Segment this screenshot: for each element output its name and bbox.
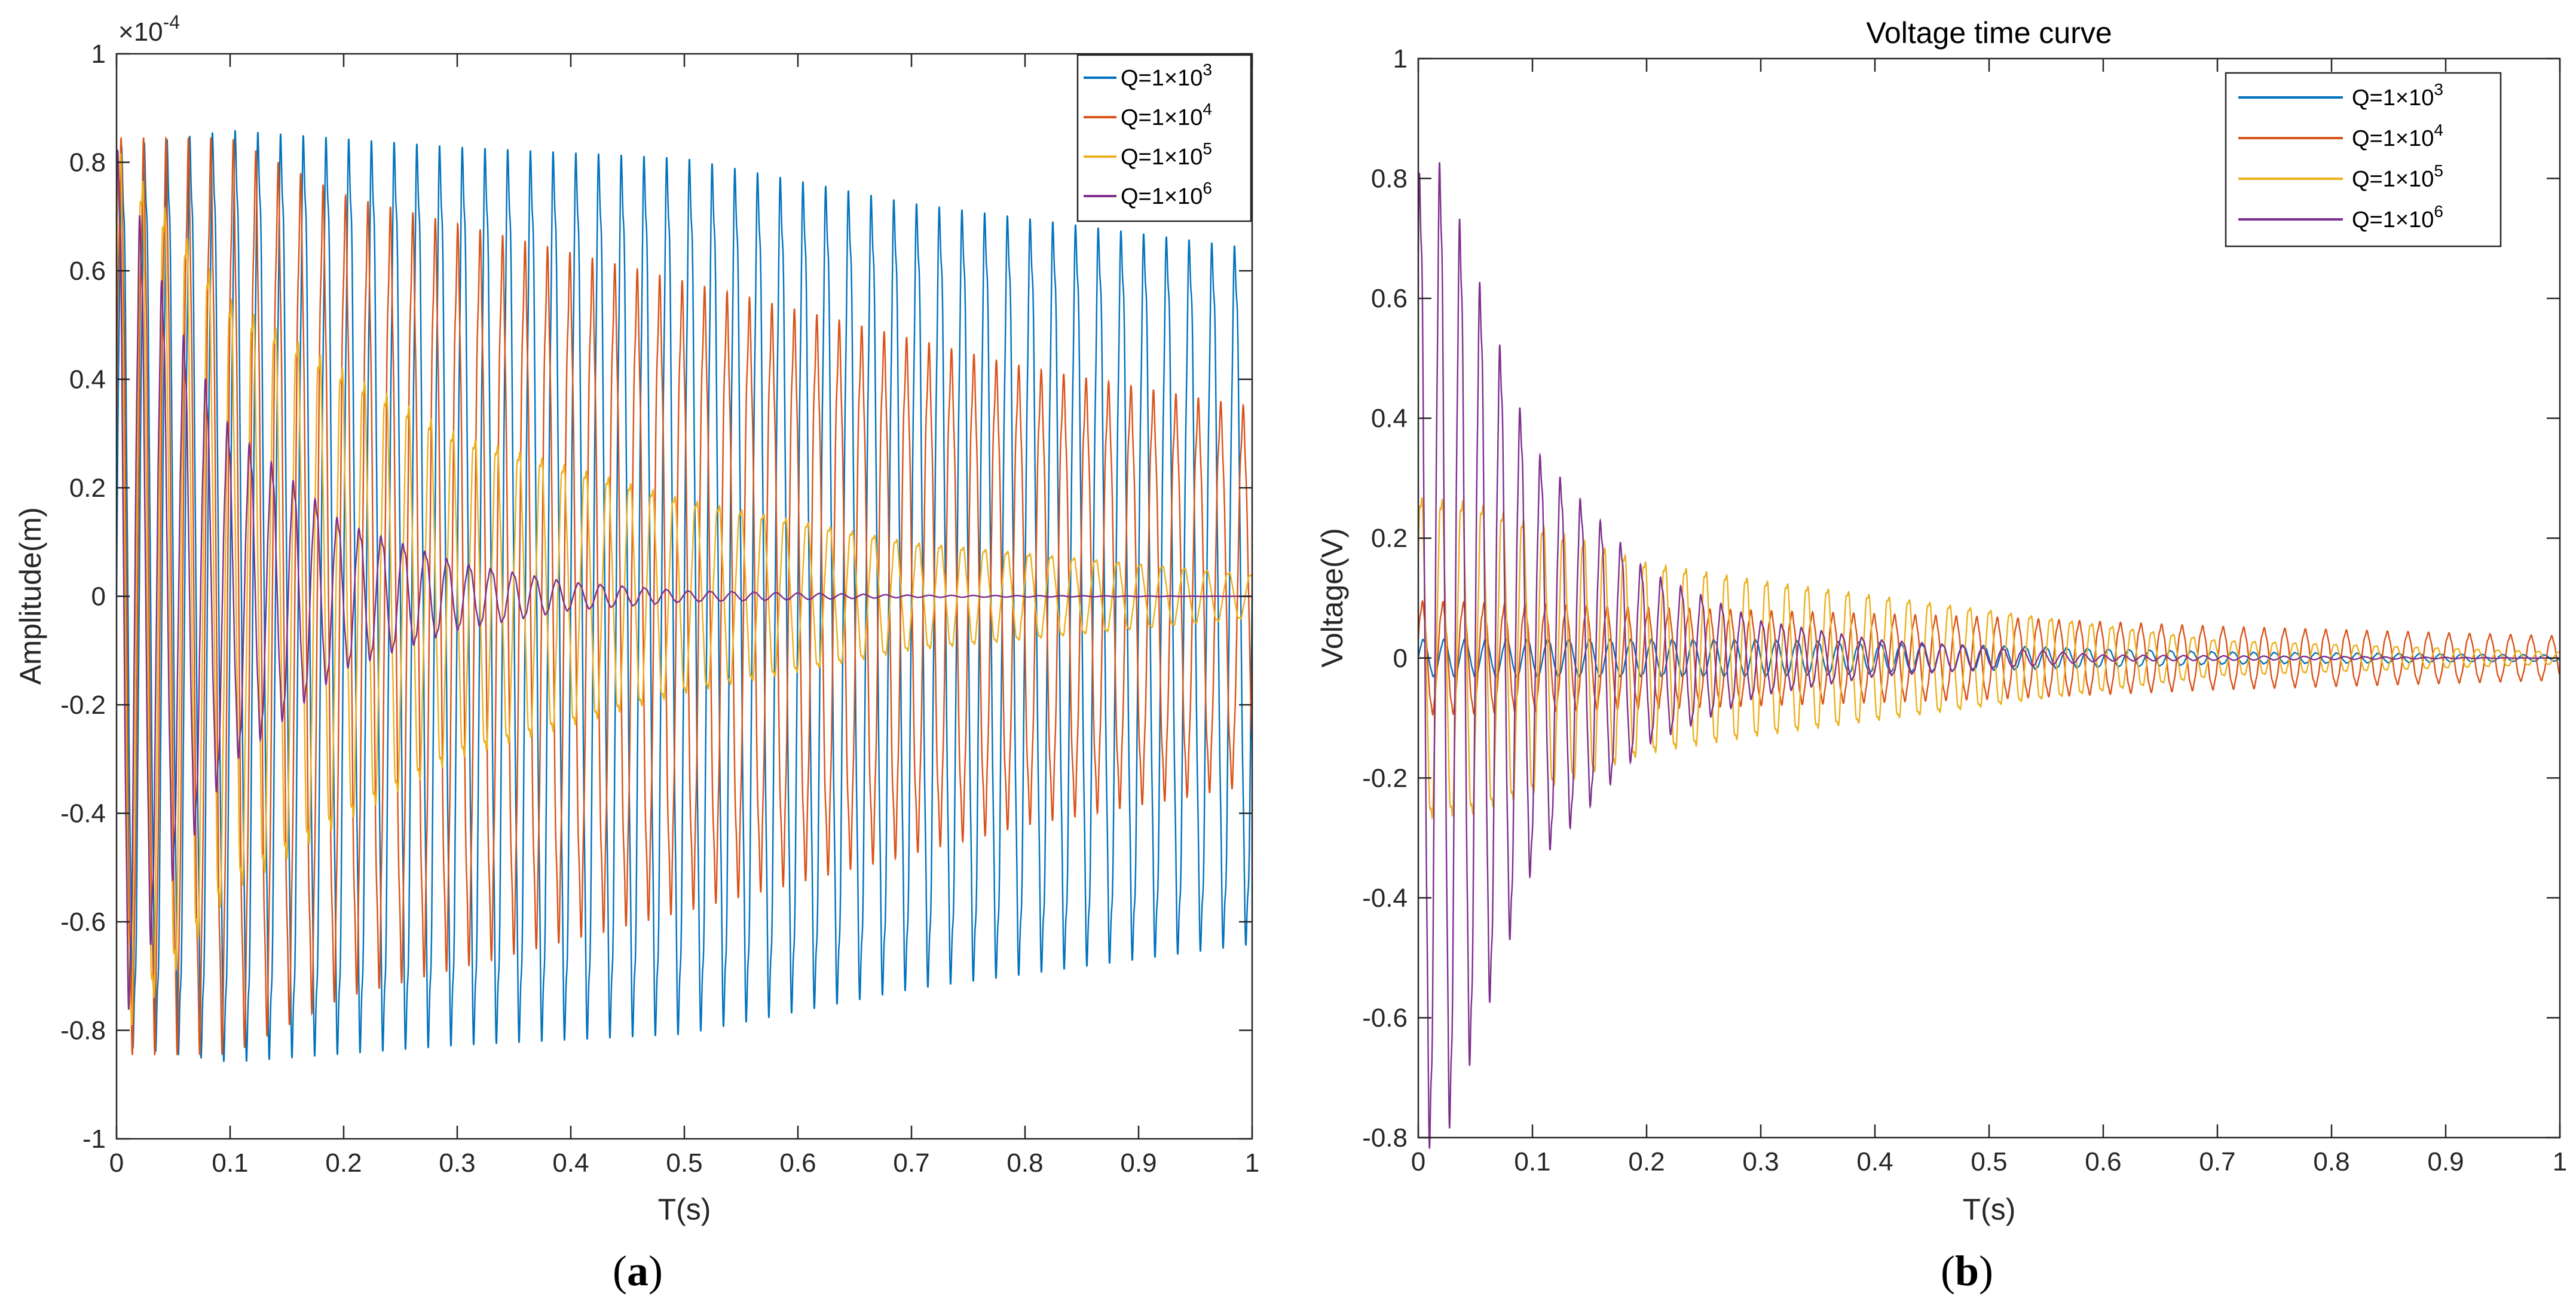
y-tick-label-a-4: 0.2 — [69, 473, 106, 503]
x-tick-label-a-2: 0.2 — [325, 1148, 362, 1178]
legend-entry-b-q1e3: Q=1×103 — [2238, 80, 2443, 111]
x-tick-label-a-0: 0 — [109, 1148, 124, 1178]
x-tick-label-a-6: 0.6 — [779, 1148, 816, 1178]
series-line-a-q1e3 — [115, 130, 1253, 1062]
y-tick-label-a-3: 0.4 — [69, 365, 106, 395]
legend-entry-b-q1e6: Q=1×106 — [2238, 202, 2443, 233]
legend-label-b-q1e4: Q=1×104 — [2352, 121, 2443, 151]
series-group-a — [115, 130, 1253, 1062]
legend-label-b-q1e6: Q=1×106 — [2352, 202, 2443, 233]
x-tick-label-b-8: 0.8 — [2313, 1147, 2349, 1176]
tick-labels-a: 0 0.1 0.2 0.3 0.4 0.5 0.6 0.7 0.8 0.9 1 1 0.8 0.6 0.4 0… — [60, 39, 1259, 1178]
y-axis-label-b: Voltage(V) — [1315, 528, 1349, 667]
legend-a: Q=1×103 Q=1×104 Q=1×105 Q=1×106 — [1076, 54, 1252, 222]
x-tick-label-b-1: 0.1 — [1514, 1147, 1550, 1176]
y-tick-label-a-2: 0.6 — [69, 256, 106, 286]
x-tick-label-b-10: 1 — [2553, 1147, 2567, 1176]
y-tick-label-b-8: -0.6 — [1362, 1003, 1408, 1032]
legend-label-b-q1e3: Q=1×103 — [2352, 80, 2443, 111]
x-tick-label-a-3: 0.3 — [439, 1148, 475, 1178]
x-tick-label-b-7: 0.7 — [2199, 1147, 2235, 1176]
y-tick-label-a-8: -0.6 — [60, 907, 106, 937]
y-tick-label-b-2: 0.6 — [1371, 284, 1408, 313]
series-line-b-q1e5 — [1417, 497, 2560, 820]
y-tick-label-a-7: -0.4 — [60, 799, 106, 829]
legend-label-a-q1e5: Q=1×105 — [1121, 139, 1212, 170]
legend-entry-a-q1e6: Q=1×106 — [1084, 179, 1212, 209]
y-tick-label-b-3: 0.4 — [1371, 404, 1408, 433]
x-tick-label-a-1: 0.1 — [212, 1148, 248, 1178]
legend-b: Q=1×103 Q=1×104 Q=1×105 Q=1×106 — [2225, 72, 2502, 247]
series-line-a-q1e5 — [115, 153, 1253, 1026]
legend-label-a-q1e4: Q=1×104 — [1121, 100, 1212, 130]
legend-entry-a-q1e5: Q=1×105 — [1084, 139, 1212, 170]
x-axis-label-a: T(s) — [658, 1193, 711, 1226]
y-tick-label-a-10: -1 — [82, 1124, 106, 1154]
legend-entry-a-q1e3: Q=1×103 — [1084, 60, 1212, 91]
series-line-a-q1e6 — [115, 149, 1252, 1010]
y-tick-label-a-9: -0.8 — [60, 1016, 106, 1046]
x-tick-label-a-4: 0.4 — [552, 1148, 589, 1178]
x-tick-label-a-8: 0.8 — [1006, 1148, 1043, 1178]
y-tick-label-a-0: 1 — [91, 39, 106, 69]
y-tick-label-a-1: 0.8 — [69, 148, 106, 178]
subfigure-label-a: (a) — [613, 1247, 663, 1295]
legend-label-b-q1e5: Q=1×105 — [2352, 161, 2443, 192]
x-tick-label-b-6: 0.6 — [2085, 1147, 2121, 1176]
panel-b: 0 0.1 0.2 0.3 0.4 0.5 0.6 0.7 0.8 0.9 1 1 0.8 0.6 0.4 0… — [1315, 16, 2567, 1295]
series-line-b-q1e6 — [1417, 162, 2560, 1149]
exponent-label-a: ×10-4 — [118, 11, 180, 47]
x-tick-label-b-2: 0.2 — [1628, 1147, 1665, 1176]
x-tick-label-b-9: 0.9 — [2427, 1147, 2464, 1176]
y-tick-label-b-5: 0 — [1393, 644, 1408, 673]
subfigure-label-b: (b) — [1941, 1247, 1993, 1295]
x-tick-label-b-0: 0 — [1411, 1147, 1425, 1176]
series-group-b — [1417, 162, 2561, 1149]
x-tick-label-a-5: 0.5 — [666, 1148, 702, 1178]
y-tick-label-b-1: 0.8 — [1371, 164, 1408, 194]
y-tick-label-a-5: 0 — [91, 582, 106, 612]
y-tick-label-b-0: 1 — [1393, 44, 1408, 74]
y-tick-label-b-7: -0.4 — [1362, 884, 1408, 913]
y-tick-label-b-6: -0.2 — [1362, 763, 1408, 793]
legend-entry-b-q1e4: Q=1×104 — [2238, 121, 2443, 151]
tick-marks-b — [1417, 57, 2561, 1139]
series-line-a-q1e4 — [115, 136, 1253, 1056]
panel-a: 0 0.1 0.2 0.3 0.4 0.5 0.6 0.7 0.8 0.9 1 1 0.8 0.6 0.4 0… — [14, 11, 1259, 1295]
legend-box-a — [1076, 54, 1252, 222]
legend-entry-a-q1e4: Q=1×104 — [1084, 100, 1212, 130]
x-tick-label-b-4: 0.4 — [1856, 1147, 1893, 1176]
series-line-b-q1e4 — [1417, 600, 2561, 716]
legend-label-a-q1e6: Q=1×106 — [1121, 179, 1212, 209]
tick-labels-b: 0 0.1 0.2 0.3 0.4 0.5 0.6 0.7 0.8 0.9 1 1 0.8 0.6 0.4 0… — [1362, 44, 2567, 1176]
x-tick-label-a-7: 0.7 — [893, 1148, 929, 1178]
legend-box-b — [2225, 72, 2502, 247]
x-axis-label-b: T(s) — [1963, 1193, 2016, 1226]
legend-label-a-q1e3: Q=1×103 — [1121, 60, 1212, 91]
tick-marks-a — [115, 53, 1253, 1140]
y-tick-label-a-6: -0.2 — [60, 690, 106, 720]
x-tick-label-b-3: 0.3 — [1742, 1147, 1779, 1176]
x-tick-label-b-5: 0.5 — [1971, 1147, 2007, 1176]
legend-entry-b-q1e5: Q=1×105 — [2238, 161, 2443, 192]
y-tick-label-b-4: 0.2 — [1371, 524, 1408, 553]
chart-title-b: Voltage time curve — [1866, 16, 2112, 50]
y-tick-label-b-9: -0.8 — [1362, 1123, 1408, 1153]
y-axis-label-a: Amplitude(m) — [14, 507, 47, 684]
x-tick-label-a-9: 0.9 — [1120, 1148, 1157, 1178]
x-tick-label-a-10: 1 — [1245, 1148, 1259, 1178]
